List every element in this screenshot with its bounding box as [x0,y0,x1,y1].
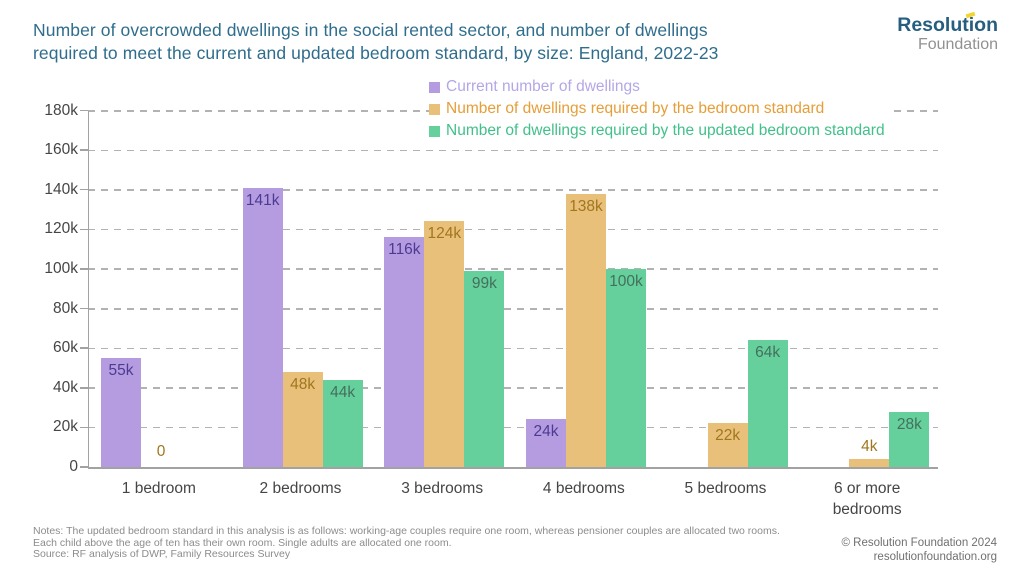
x-axis-category-label: 3 bedrooms [371,478,513,499]
bar [322,379,363,467]
bar-value-label: 141k [245,191,280,209]
copyright-text: © Resolution Foundation 2024 [841,537,997,549]
bar [566,193,606,467]
bar-value-label: 116k [388,241,421,259]
x-axis-category-text: 6 or more bedrooms [832,480,902,518]
gridline [88,268,938,270]
y-axis-tick-label: 0 [69,458,78,475]
rf-logo: Resolution Foundation [897,11,998,53]
rf-logo-sub: Foundation [917,36,998,53]
bar [707,423,748,467]
legend-item: Current number of dwellings [429,76,890,98]
bar-value-label: 124k [427,225,462,243]
x-axis-category-text: 5 bedrooms [684,480,767,497]
y-axis-tick-label: 140k [44,180,78,198]
gridline [88,387,938,389]
bar-value-label: 24k [533,423,559,441]
x-axis-category-label: 4 bedrooms [513,478,655,499]
y-axis-tick [80,387,88,389]
x-axis-category-label: 6 or more bedrooms [796,478,938,520]
y-axis-tick-label: 180k [44,101,78,119]
legend-label: Number of dwellings required by the upda… [446,122,885,139]
chart-title-line2: required to meet the current and updated… [33,42,719,63]
chart-legend: Current number of dwellings Number of dwe… [429,76,890,142]
y-axis-line [87,110,89,468]
x-axis-category-label: 2 bedrooms [230,478,372,499]
bar-value-label: 64k [755,344,781,362]
bar-value-label: 138k [569,197,603,215]
x-axis-category-label: 5 bedrooms [655,478,797,499]
gridline [88,189,938,191]
y-axis-tick [80,347,88,349]
footer-attribution: © Resolution Foundation 2024 resolutionf… [841,537,997,564]
legend-item: Number of dwellings required by the bedr… [429,98,890,120]
bar-value-label: 48k [290,375,316,393]
legend-item: Number of dwellings required by the upda… [429,120,890,142]
gridline [88,308,938,310]
y-axis-tick [80,426,88,429]
legend-swatch-icon [429,103,440,115]
chart-title: Number of overcrowded dwellings in the s… [33,19,883,64]
x-axis-category-text: 4 bedrooms [542,480,625,497]
y-axis-tick [80,149,88,151]
bar-value-label: 100k [609,272,643,290]
legend-swatch-icon [429,81,440,93]
gridline [88,149,938,152]
x-axis-category-label: 1 bedroom [88,478,230,499]
y-axis-tick-label: 160k [44,141,78,159]
footnotes: Notes: The updated bedroom standard in t… [33,525,873,561]
y-axis-tick [80,307,88,310]
footnote-source: Source: RF analysis of DWP, Family Resou… [33,548,291,560]
rf-logo-brand: Resolution [897,11,998,36]
x-axis-category-text: 2 bedrooms [259,480,342,497]
x-axis-line [88,467,938,469]
x-axis-category-text: 3 bedrooms [401,480,484,497]
y-axis-tick-label: 20k [53,418,78,436]
website-text: resolutionfoundation.org [873,550,997,563]
footnote-line1: Notes: The updated bedroom standard in t… [33,525,780,537]
bar-value-label: 22k [715,427,741,445]
bar-value-label: 55k [108,362,134,380]
bar [384,237,425,467]
bar-value-label: 28k [896,415,922,433]
y-axis-tick-label: 40k [53,378,78,396]
bar-value-label: 4k [861,438,878,456]
bar [242,187,283,467]
bar [747,340,788,467]
legend-label: Current number of dwellings [446,78,640,95]
gridline [88,347,938,350]
bar [101,358,141,467]
y-axis-tick [80,466,88,468]
y-axis-tick-label: 120k [44,220,78,238]
bar-value-label: 99k [471,274,497,292]
bar [464,270,505,467]
chart-title-line1: Number of overcrowded dwellings in the s… [33,20,708,40]
y-axis-tick-label: 80k [53,299,78,317]
bar [849,459,890,467]
y-axis-tick [80,268,88,270]
footnote-line2: Each child above the age of ten has thei… [33,536,452,549]
bar [526,419,566,467]
bar-value-label: 44k [330,383,356,401]
legend-label: Number of dwellings required by the bedr… [446,100,825,117]
y-axis-tick [80,188,88,191]
gridline [88,426,938,429]
bar [889,411,930,467]
y-axis-tick-label: 100k [44,259,78,277]
bar [606,268,646,467]
bar [424,221,465,467]
y-axis-tick [80,228,88,231]
y-axis-tick-label: 60k [53,339,78,357]
rf-logo-brand-text: Resolution [897,14,998,36]
gridline [88,228,938,231]
legend-swatch-icon [429,125,440,137]
x-axis-category-text: 1 bedroom [121,480,196,497]
y-axis-tick [80,109,88,112]
bar [282,371,323,467]
bar-value-label: 0 [156,443,166,460]
